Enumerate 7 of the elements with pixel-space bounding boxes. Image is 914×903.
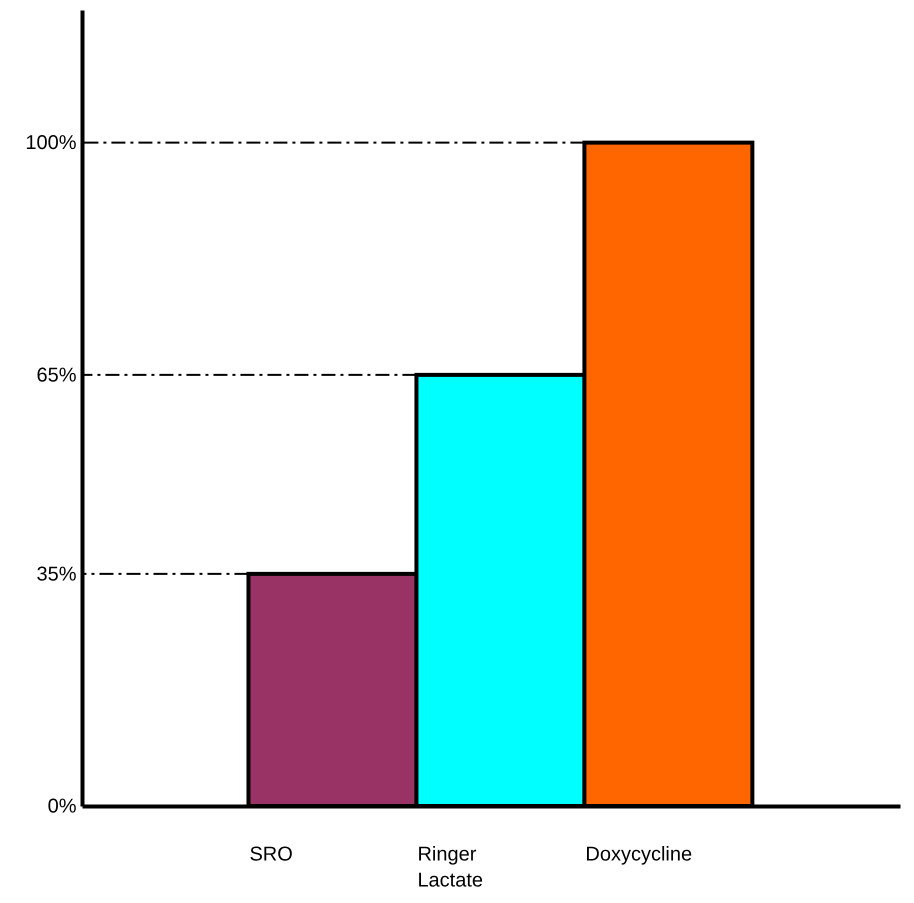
x-tick-label: Doxycycline — [585, 844, 692, 866]
y-tick-label: 65% — [36, 364, 77, 386]
x-tick-label: SRO — [249, 844, 293, 866]
y-tick-label: 35% — [36, 563, 77, 586]
y-tick-label: 100% — [25, 132, 77, 154]
y-tick-label: 0% — [48, 796, 77, 818]
x-tick-label: Ringer Lactate — [417, 844, 484, 892]
